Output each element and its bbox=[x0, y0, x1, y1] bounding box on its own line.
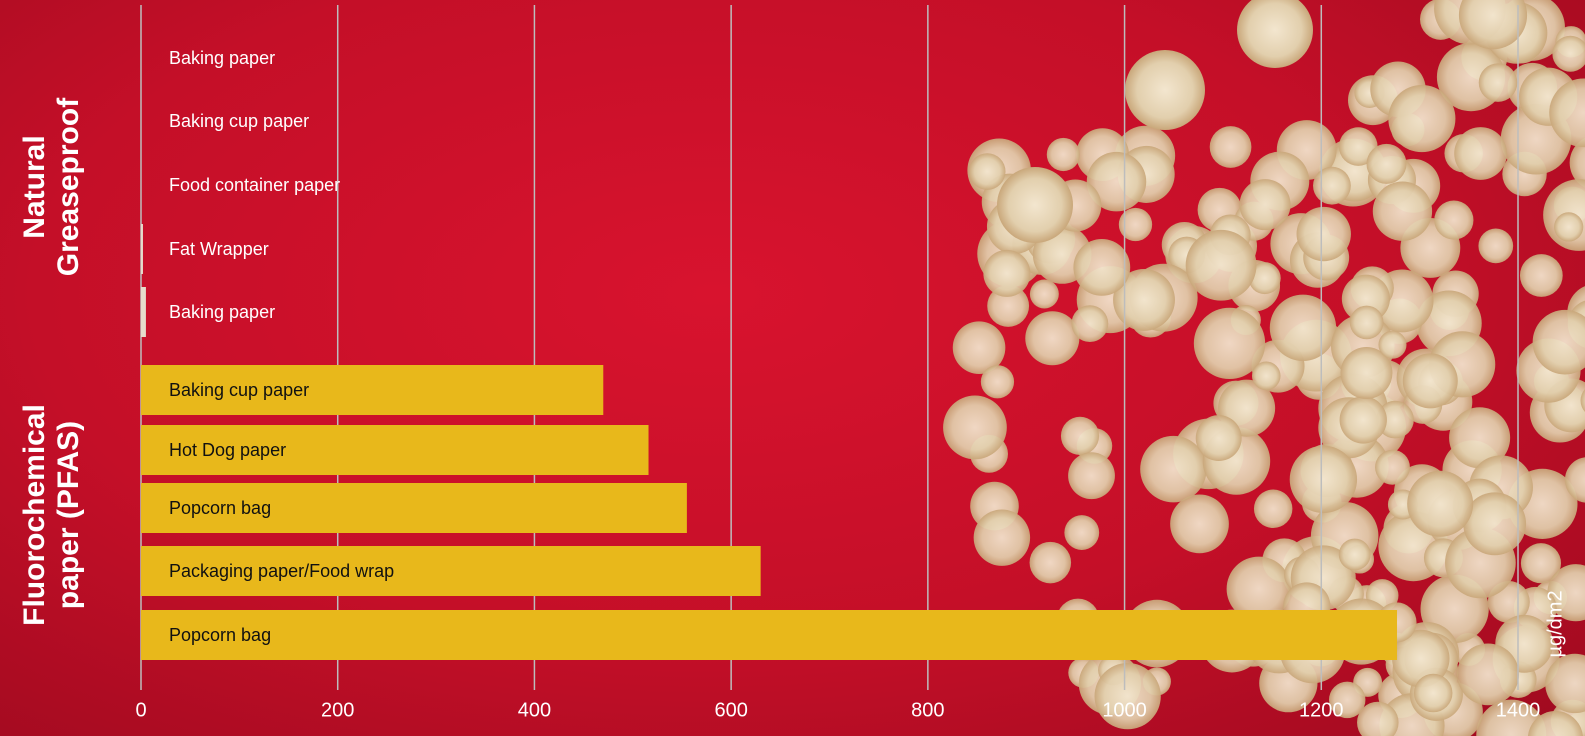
popcorn-kernel bbox=[1237, 0, 1313, 68]
popcorn-kernel bbox=[1290, 446, 1357, 513]
popcorn-kernel bbox=[1125, 50, 1205, 130]
category-label: Fat Wrapper bbox=[169, 239, 269, 259]
x-tick-label: 400 bbox=[518, 699, 551, 721]
category-label: Baking cup paper bbox=[169, 380, 309, 400]
popcorn-kernel bbox=[1047, 138, 1080, 171]
popcorn-kernel bbox=[1350, 306, 1384, 340]
bar bbox=[141, 610, 1397, 660]
popcorn-kernel bbox=[983, 250, 1030, 297]
popcorn-kernel bbox=[943, 396, 1007, 460]
popcorn-kernel bbox=[1478, 229, 1513, 264]
x-tick-label: 1200 bbox=[1299, 699, 1344, 721]
popcorn-kernel bbox=[1367, 144, 1407, 184]
popcorn-kernel bbox=[1375, 450, 1410, 485]
popcorn-kernel bbox=[1373, 182, 1432, 241]
chart-svg: 0 200 400 600 800 1000 1200 1400 µg/dm2 Baking pa… bbox=[0, 0, 1585, 736]
category-label: Hot Dog paper bbox=[169, 440, 286, 460]
popcorn-kernel bbox=[974, 509, 1030, 565]
popcorn-kernel bbox=[1378, 331, 1406, 359]
popcorn-kernel bbox=[1186, 230, 1257, 301]
x-tick-label: 1000 bbox=[1102, 699, 1147, 721]
popcorn-kernel bbox=[1297, 207, 1351, 261]
category-label: Popcorn bag bbox=[169, 498, 271, 518]
x-tick-label: 600 bbox=[714, 699, 747, 721]
popcorn-kernel bbox=[1403, 353, 1458, 408]
popcorn-kernel bbox=[1071, 305, 1108, 342]
popcorn-kernel bbox=[1030, 280, 1059, 309]
popcorn-kernel bbox=[1340, 396, 1387, 443]
popcorn-kernel bbox=[1068, 452, 1115, 499]
popcorn-kernel bbox=[1414, 674, 1453, 713]
popcorn-kernel bbox=[1407, 471, 1473, 537]
popcorn-kernel bbox=[1434, 200, 1473, 239]
popcorn-kernel bbox=[1210, 126, 1252, 168]
popcorn-kernel bbox=[997, 167, 1073, 243]
chart: 0 200 400 600 800 1000 1200 1400 µg/dm2 Baking pa… bbox=[0, 0, 1585, 736]
popcorn-kernel bbox=[1254, 490, 1292, 528]
category-label: Food container paper bbox=[169, 175, 340, 195]
group-label: Fluorochemical paper (PFAS) bbox=[18, 390, 86, 640]
popcorn-kernel bbox=[1388, 85, 1455, 152]
bar bbox=[141, 287, 146, 337]
popcorn-kernel bbox=[1339, 539, 1371, 571]
popcorn-kernel bbox=[1025, 311, 1079, 365]
popcorn-kernel bbox=[1196, 415, 1242, 461]
popcorn-kernel bbox=[1030, 542, 1072, 584]
category-label: Popcorn bag bbox=[169, 625, 271, 645]
popcorn-kernel bbox=[1073, 239, 1130, 296]
popcorn-kernel bbox=[1313, 167, 1351, 205]
popcorn-kernel bbox=[1479, 63, 1518, 102]
x-tick-label: 0 bbox=[135, 699, 146, 721]
category-label: Baking paper bbox=[169, 302, 275, 322]
popcorn-kernel bbox=[1554, 212, 1583, 241]
popcorn-kernel bbox=[981, 365, 1014, 398]
popcorn-kernel bbox=[1457, 643, 1519, 705]
x-axis-label: µg/dm2 bbox=[1544, 590, 1566, 657]
popcorn-kernel bbox=[1252, 362, 1281, 391]
x-tick-label: 200 bbox=[321, 699, 354, 721]
popcorn-kernel bbox=[1170, 494, 1229, 553]
category-label: Baking cup paper bbox=[169, 111, 309, 131]
popcorn-kernel bbox=[1240, 179, 1291, 230]
category-label: Baking paper bbox=[169, 48, 275, 68]
popcorn-kernel bbox=[1140, 436, 1206, 502]
x-tick-label: 800 bbox=[911, 699, 944, 721]
category-label: Packaging paper/Food wrap bbox=[169, 561, 394, 581]
group-label: Natural Greaseproof bbox=[18, 87, 86, 287]
popcorn-kernel bbox=[1119, 208, 1152, 241]
bar bbox=[141, 224, 143, 274]
popcorn-kernel bbox=[1520, 254, 1563, 297]
popcorn-kernel bbox=[1270, 295, 1336, 361]
popcorn-kernel bbox=[969, 153, 1006, 190]
x-tick-label: 1400 bbox=[1496, 699, 1541, 721]
popcorn-kernel bbox=[1064, 515, 1099, 550]
popcorn-kernel bbox=[1454, 127, 1507, 180]
popcorn-kernel bbox=[1061, 417, 1099, 455]
